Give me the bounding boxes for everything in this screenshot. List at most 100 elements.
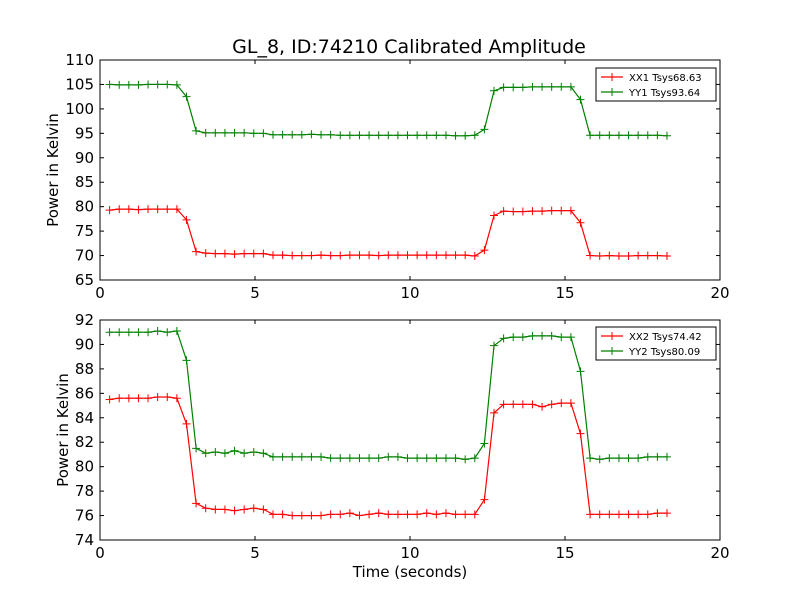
data-point [518, 333, 527, 342]
data-point [134, 205, 143, 214]
data-point [470, 252, 479, 261]
data-point [365, 131, 374, 140]
data-point [355, 454, 364, 463]
data-point [586, 510, 595, 519]
legend: XX2 Tsys74.42 YY2 Tsys80.09 [595, 326, 717, 361]
data-point [259, 449, 268, 458]
data-point [528, 82, 537, 91]
data-point [115, 328, 124, 337]
data-point [259, 505, 268, 514]
data-point [538, 331, 547, 340]
data-point [605, 251, 614, 260]
data-point [538, 402, 547, 411]
data-point [653, 509, 662, 518]
data-point [566, 82, 575, 91]
data-point [182, 419, 191, 428]
data-point [326, 130, 335, 139]
data-point [172, 205, 181, 214]
data-point [278, 452, 287, 461]
data-point [326, 251, 335, 260]
series-xx1 [105, 205, 671, 261]
data-point [653, 131, 662, 140]
data-point [634, 454, 643, 463]
data-point [614, 252, 623, 261]
data-point [566, 333, 575, 342]
data-point [509, 400, 518, 409]
data-point [624, 454, 633, 463]
data-point [662, 131, 671, 140]
data-point [105, 395, 114, 404]
data-point [576, 367, 585, 376]
data-point [470, 454, 479, 463]
data-point [538, 207, 547, 216]
data-point [172, 394, 181, 403]
data-point [470, 510, 479, 519]
data-point [451, 251, 460, 260]
data-point [528, 207, 537, 216]
data-point [326, 510, 335, 519]
data-point [586, 251, 595, 260]
data-point [268, 510, 277, 519]
data-point [355, 131, 364, 140]
data-point [393, 251, 402, 260]
data-point [249, 504, 258, 513]
data-point [345, 131, 354, 140]
data-point [403, 131, 412, 140]
data-point [278, 130, 287, 139]
subplot-1: 0 5 10 15 20 65 70 75 80 85 90 95 100 105 110 Power in … [44, 51, 730, 302]
data-point [268, 452, 277, 461]
data-point [422, 454, 431, 463]
data-point [403, 251, 412, 260]
y-tick-label: 100 [65, 100, 94, 118]
data-point [557, 399, 566, 408]
data-point [528, 400, 537, 409]
data-point [220, 249, 229, 258]
data-point [432, 251, 441, 260]
data-point [595, 131, 604, 140]
y-tick-label: 85 [75, 173, 94, 191]
data-point [509, 333, 518, 342]
data-point [211, 448, 220, 456]
data-point [499, 83, 508, 92]
data-point [393, 131, 402, 140]
data-point [278, 510, 287, 519]
data-point [384, 131, 393, 140]
chart-title: GL_8, ID:74210 Calibrated Amplitude [232, 36, 586, 58]
data-point [374, 454, 383, 463]
data-point [432, 131, 441, 140]
data-point [605, 131, 614, 140]
data-point [182, 92, 191, 101]
data-point [201, 449, 210, 458]
data-point [547, 331, 556, 340]
data-point [211, 128, 220, 137]
data-point [144, 328, 153, 337]
data-point [144, 394, 153, 403]
data-point [211, 249, 220, 258]
series-xx2 [105, 393, 671, 520]
data-point [413, 454, 422, 463]
legend-swatch-marker [608, 332, 616, 340]
data-point [557, 333, 566, 342]
data-point [307, 130, 316, 139]
legend-entry-label: XX1 Tsys68.63 [629, 73, 702, 84]
data-point [605, 454, 614, 463]
subplot-2: 0 5 10 15 20 74 76 78 80 82 84 86 88 90 92 Power in Kel… [54, 311, 730, 581]
data-point [336, 251, 345, 260]
data-point [230, 250, 239, 259]
data-point [192, 444, 201, 453]
data-point [297, 251, 306, 260]
data-point [134, 80, 143, 89]
data-point [105, 80, 114, 89]
data-point [115, 394, 124, 403]
data-point [220, 449, 229, 458]
data-point [288, 130, 297, 139]
x-tick-label: 20 [710, 284, 729, 302]
y-tick-label: 105 [65, 75, 94, 93]
data-point [230, 446, 239, 455]
data-point [365, 454, 374, 463]
y-tick-label: 95 [75, 124, 94, 142]
data-point [326, 454, 335, 463]
data-point [451, 510, 460, 519]
data-point [403, 510, 412, 519]
data-point [105, 206, 114, 215]
